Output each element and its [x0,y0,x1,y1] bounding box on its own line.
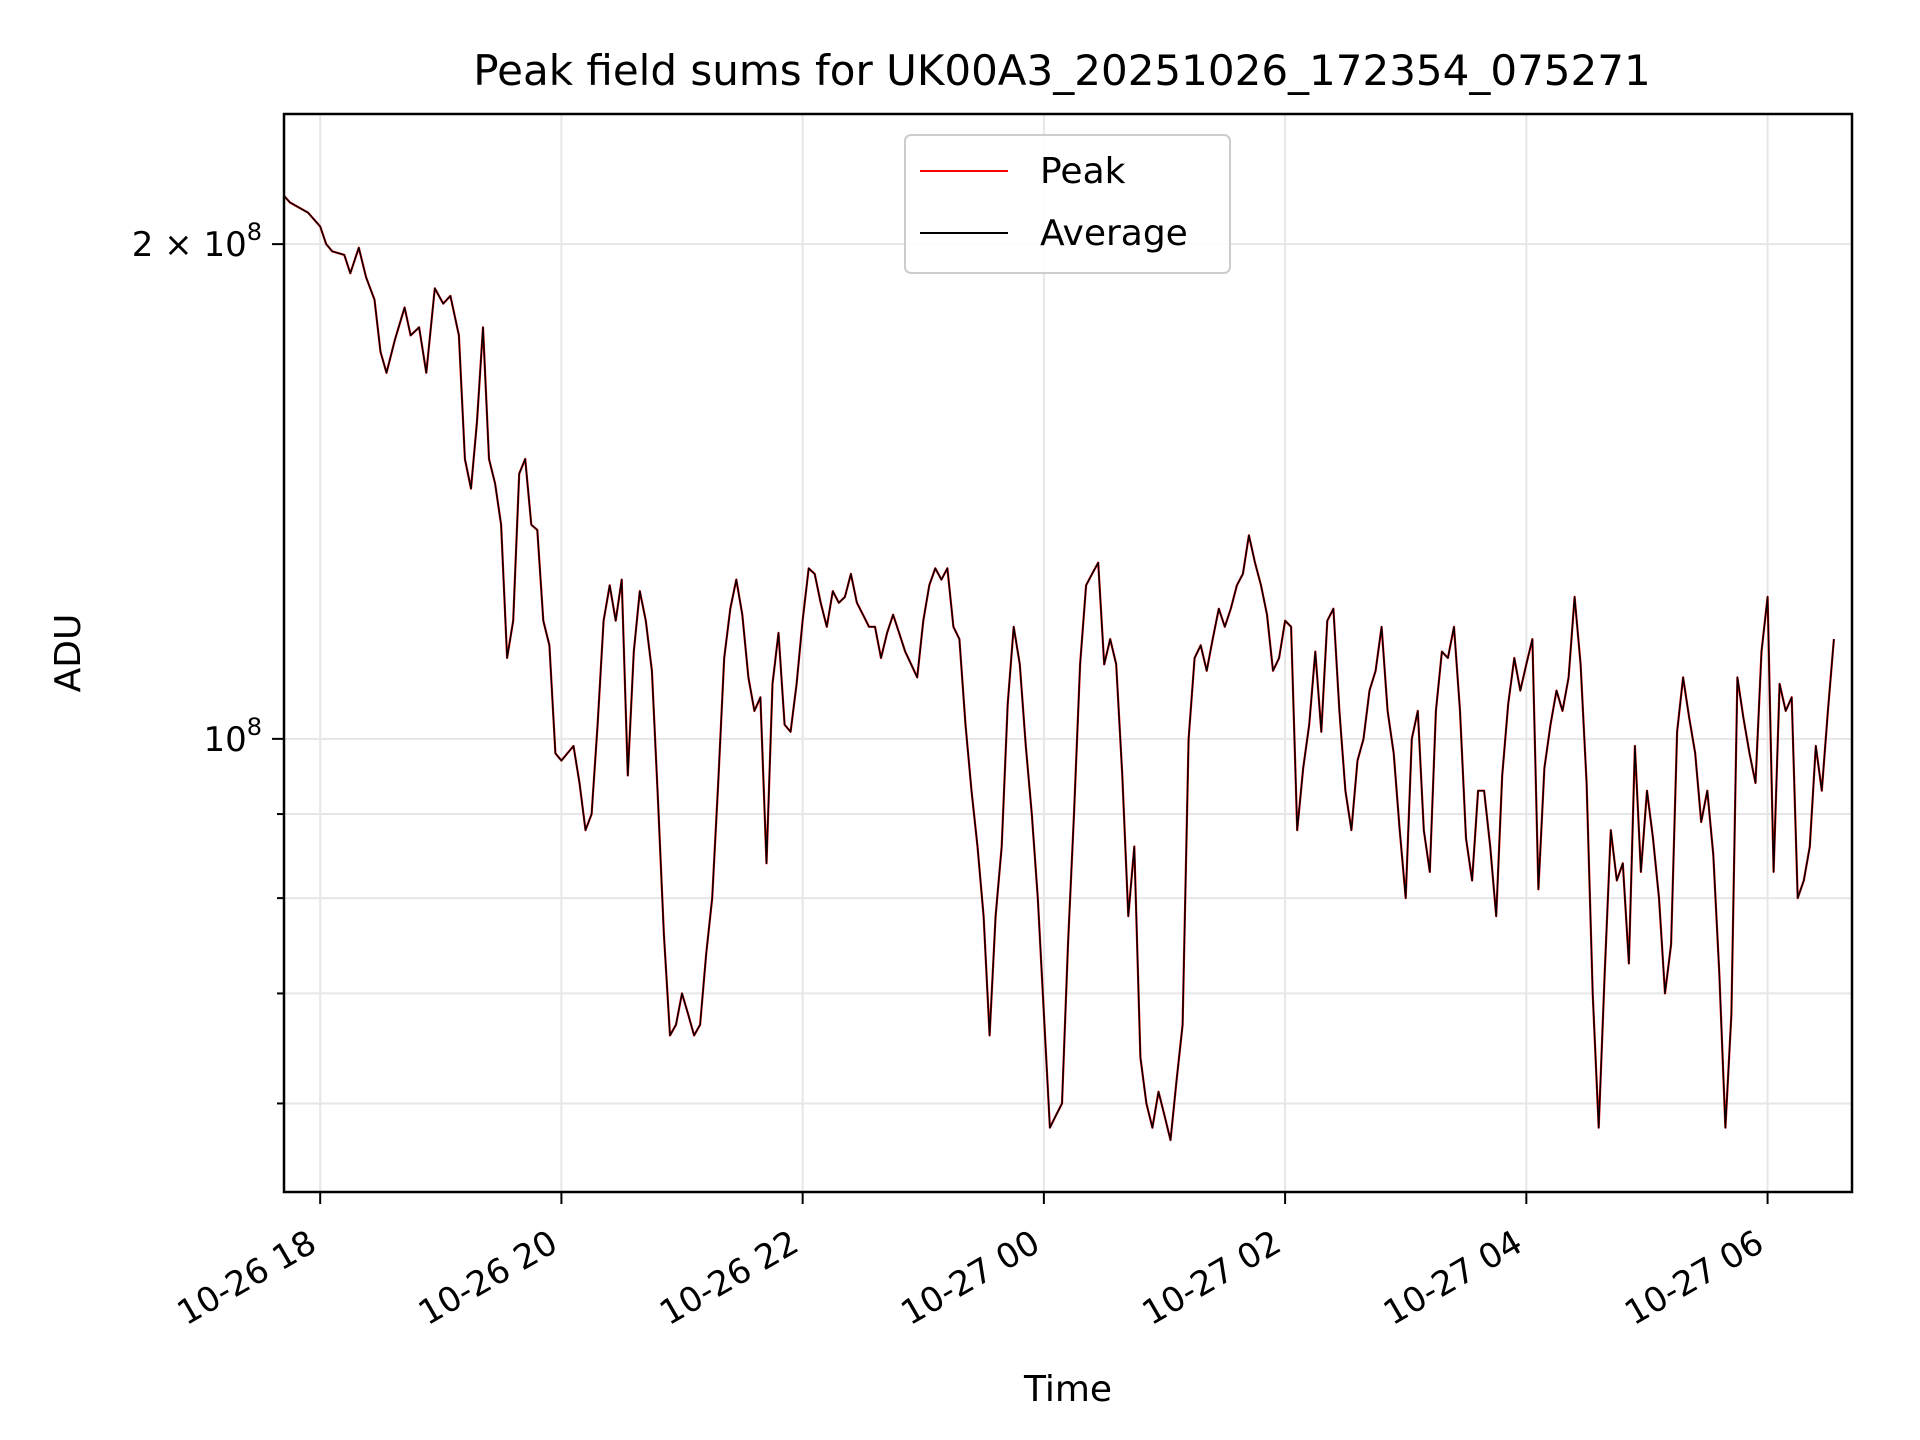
y-axis-label: ADU [48,614,89,693]
legend-average-label: Average [1040,213,1188,254]
x-axis-label: Time [1023,1369,1112,1410]
series-layer [284,195,1835,1142]
y-tick-label: 2 × 108 [132,218,262,265]
plot-frame [282,112,1854,1194]
y-tick-label: 108 [203,713,262,760]
legend-peak-label: Peak [1040,151,1126,192]
chart-title: Peak field sums for UK00A3_20251026_1723… [473,46,1650,95]
legend-box [904,134,1231,274]
grid-layer [284,114,1852,1192]
legend: Peak Average [904,134,1231,274]
series-line-average [284,195,1835,1141]
